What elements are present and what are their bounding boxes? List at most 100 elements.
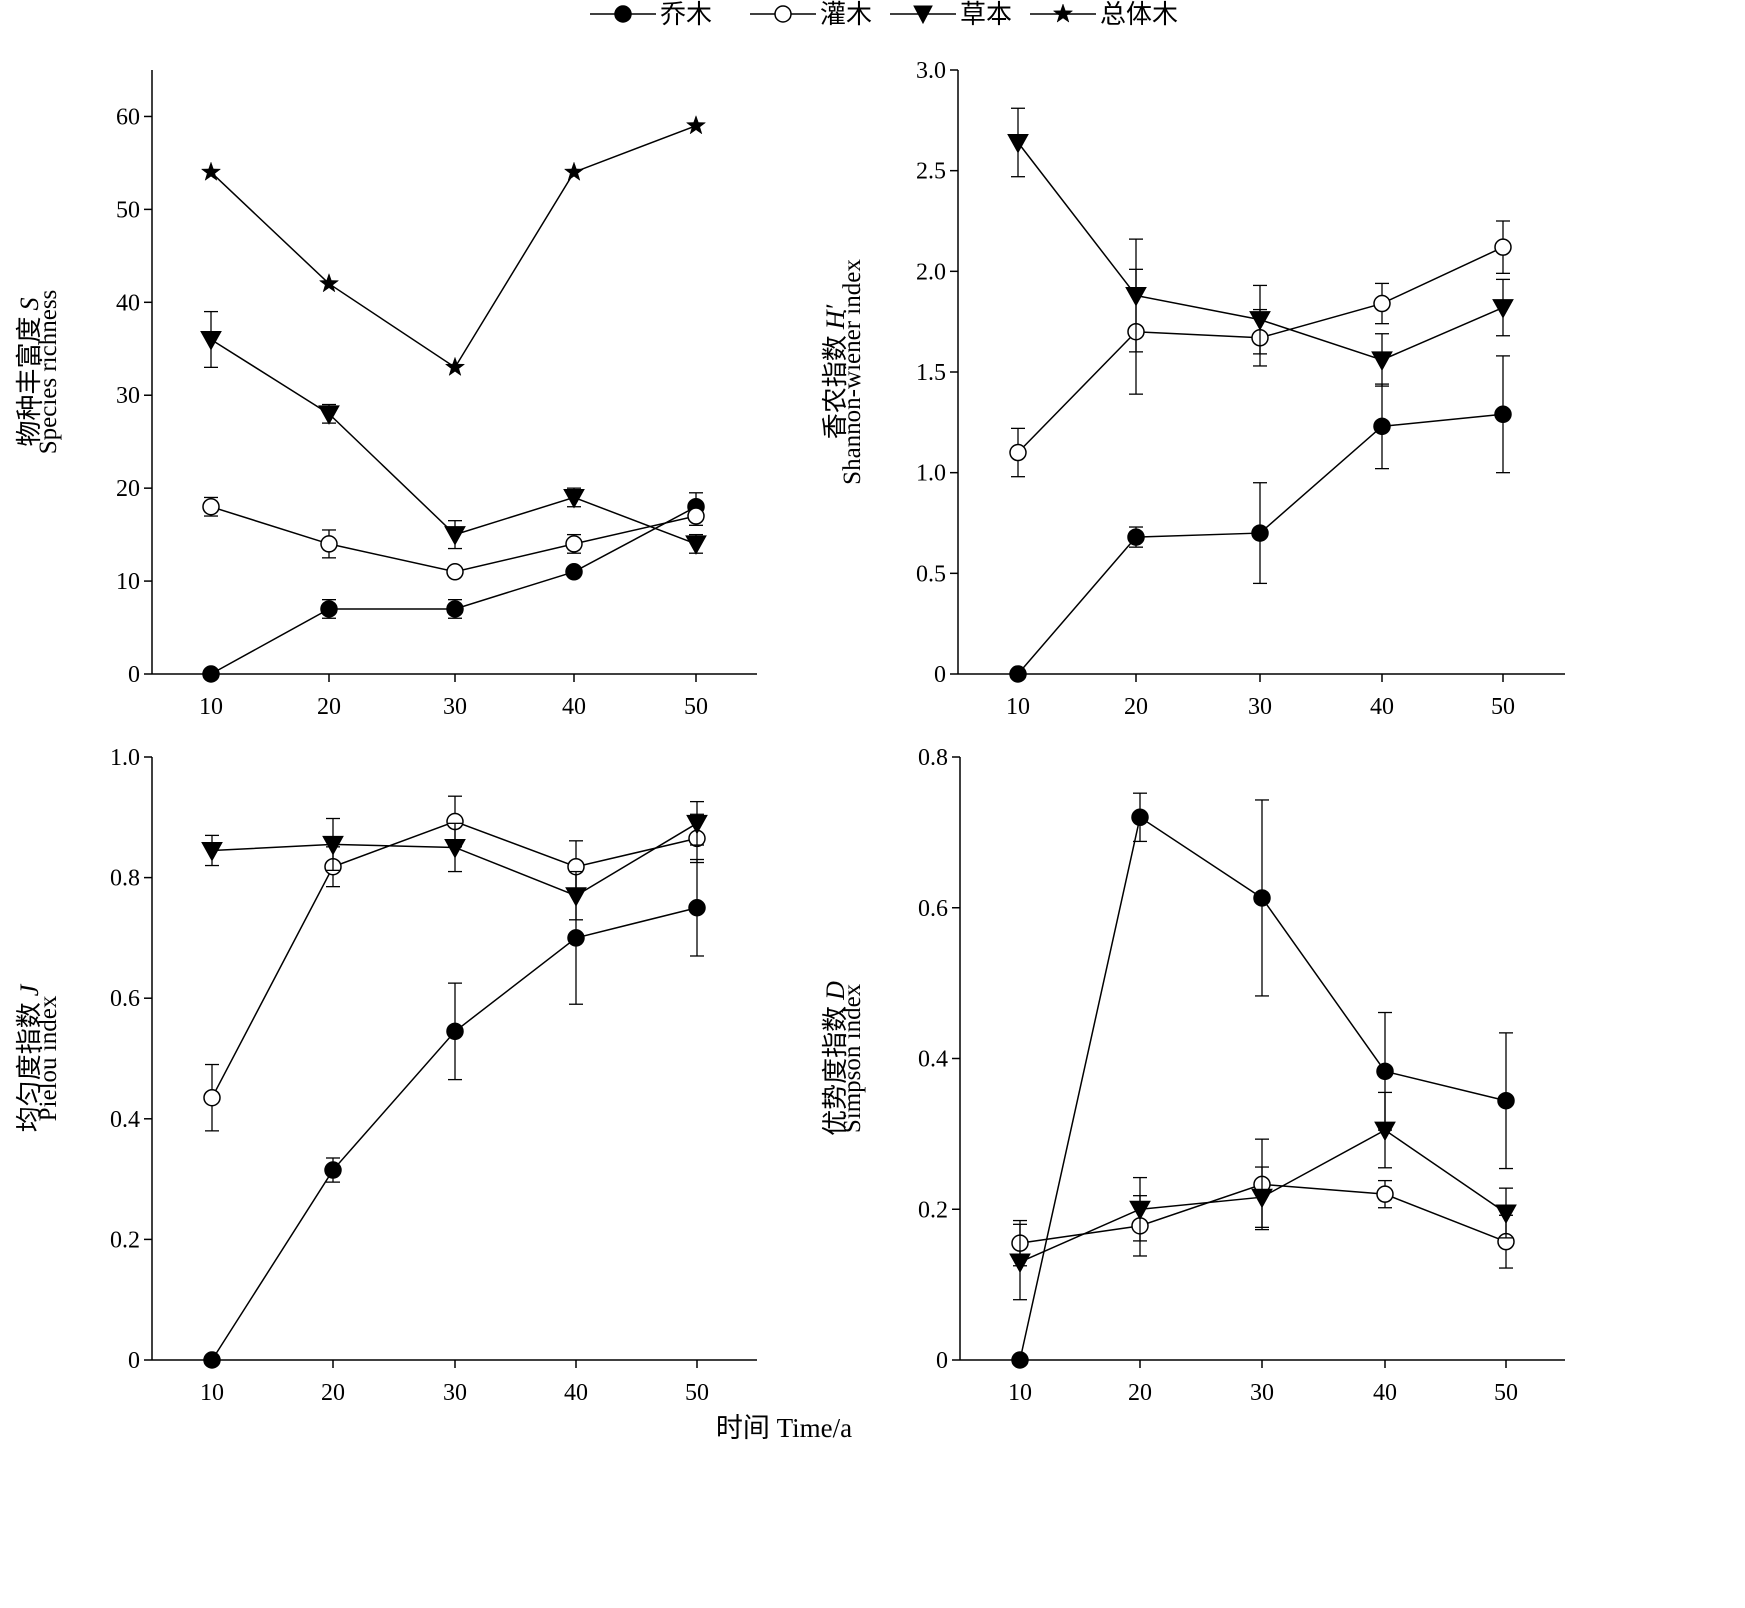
series-line: [211, 907, 698, 1361]
data-point-filled-circle: [567, 929, 585, 947]
data-point-star: [318, 272, 340, 293]
x-tick-label: 30: [1250, 1380, 1274, 1406]
y-axis-label-symbol: H′: [821, 304, 850, 330]
y-axis-label-symbol: D: [821, 981, 850, 1001]
data-point-filled-circle: [446, 1022, 464, 1041]
y-tick-label: 3.0: [916, 58, 946, 84]
data-point-triangle: [1374, 1121, 1396, 1142]
y-tick-label: 10: [116, 569, 140, 595]
data-point-filled-circle: [324, 1161, 342, 1179]
data-point-open-circle: [446, 563, 464, 581]
chart-legend: 乔木 灌木 草本 总体木: [590, 0, 1230, 34]
x-tick-label: 40: [564, 1380, 588, 1406]
x-tick-label: 10: [1006, 694, 1030, 720]
y-tick-label: 0: [936, 1348, 948, 1374]
data-point-open-circle: [320, 535, 338, 553]
y-axis-label-en: Simpson index: [839, 983, 866, 1133]
data-point-filled-circle: [1251, 524, 1269, 542]
data-point-star: [685, 114, 707, 135]
y-tick-label: 1.5: [916, 360, 946, 386]
series-filled-triangle-down: [201, 800, 708, 921]
data-point-filled-circle: [1011, 1351, 1029, 1369]
y-axis-label-cn-text: 优势度指数: [821, 1006, 850, 1136]
x-tick-label: 50: [685, 1380, 709, 1406]
data-point-filled-circle: [1373, 417, 1391, 436]
y-tick-label: 0.4: [110, 1107, 140, 1133]
y-axis-label-en: Pielou index: [35, 995, 62, 1121]
series-line: [210, 125, 697, 369]
y-axis-label-symbol: S: [15, 297, 44, 310]
y-tick-label: 0.8: [110, 866, 140, 892]
series-open-circle: [202, 496, 705, 581]
y-tick-label: 20: [116, 476, 140, 502]
x-tick-label: 20: [1128, 1380, 1152, 1406]
legend-label-total: 总体木: [1100, 0, 1179, 29]
legend-marker-filled-triangle: [890, 5, 956, 25]
series-filled-triangle-down: [1007, 107, 1514, 387]
data-point-triangle: [1371, 351, 1393, 371]
data-point-open-circle: [1376, 1185, 1394, 1203]
y-axis-label-cn: 均匀度指数 J: [15, 983, 44, 1132]
y-axis-label-cn-text: 香农指数: [821, 335, 850, 439]
data-point-filled-circle: [1376, 1062, 1394, 1081]
series-filled-circle: [1009, 355, 1512, 683]
y-axis-label-symbol: J: [15, 983, 44, 996]
x-axis-label: 时间 Time/a: [715, 1413, 853, 1443]
data-point-triangle: [444, 526, 466, 546]
data-point-open-circle: [565, 535, 583, 553]
x-tick-label: 40: [1370, 694, 1394, 720]
series-filled-triangle-down: [200, 310, 707, 555]
data-point-triangle: [1125, 286, 1147, 307]
data-point-filled-circle: [202, 665, 220, 683]
data-point-filled-circle: [1131, 808, 1149, 827]
data-point-triangle: [686, 814, 708, 835]
data-point-filled-circle: [1497, 1091, 1515, 1110]
y-tick-label: 0.8: [918, 745, 948, 771]
data-point-triangle: [565, 887, 587, 907]
legend-label-tree: 乔木: [660, 0, 713, 29]
y-tick-label: 0.2: [918, 1197, 948, 1223]
y-tick-label: 30: [116, 383, 140, 409]
y-tick-label: 40: [116, 290, 140, 316]
y-tick-label: 0: [128, 1348, 140, 1374]
data-point-filled-circle: [688, 899, 706, 917]
x-tick-label: 40: [562, 694, 586, 720]
x-tick-label: 30: [1248, 694, 1272, 720]
legend-label-shrub: 灌木: [820, 0, 873, 29]
x-tick-label: 20: [1124, 694, 1148, 720]
data-point-filled-circle: [320, 600, 338, 618]
y-axis-label-cn: 物种丰富度 S: [15, 297, 44, 446]
x-tick-label: 30: [443, 1380, 467, 1406]
chart-panel-top-right: 0 0.5 1.0 1.5 2.0 2.5 3.0 10 20 30 40 50 香农指数 H′Shann…: [821, 58, 1565, 720]
y-axis-label-cn-text: 物种丰富度: [15, 316, 44, 446]
x-tick-label: 20: [321, 1380, 345, 1406]
data-point-star: [563, 161, 585, 181]
data-point-filled-circle: [446, 600, 464, 618]
x-tick-label: 10: [199, 694, 223, 720]
y-tick-label: 60: [116, 104, 140, 130]
series-filled-star: [200, 114, 707, 377]
data-point-triangle: [1492, 299, 1514, 319]
data-point-triangle: [200, 330, 222, 351]
x-tick-label: 40: [1373, 1380, 1397, 1406]
data-point-filled-circle: [1127, 528, 1145, 546]
data-point-open-circle: [202, 497, 220, 516]
x-tick-label: 50: [1494, 1380, 1518, 1406]
x-tick-label: 50: [1491, 694, 1515, 720]
x-tick-label: 20: [317, 694, 341, 720]
data-point-open-circle: [203, 1088, 221, 1107]
data-point-triangle: [201, 841, 223, 862]
y-tick-label: 50: [116, 197, 140, 223]
y-tick-label: 0: [128, 662, 140, 688]
data-point-triangle: [685, 535, 707, 555]
series-filled-triangle-down: [1009, 1091, 1517, 1301]
data-point-triangle: [318, 405, 340, 425]
series-filled-circle: [203, 858, 706, 1369]
y-axis-label-cn-text: 均匀度指数: [15, 1002, 44, 1132]
data-point-filled-circle: [1253, 889, 1271, 907]
data-point-triangle: [1129, 1200, 1151, 1221]
